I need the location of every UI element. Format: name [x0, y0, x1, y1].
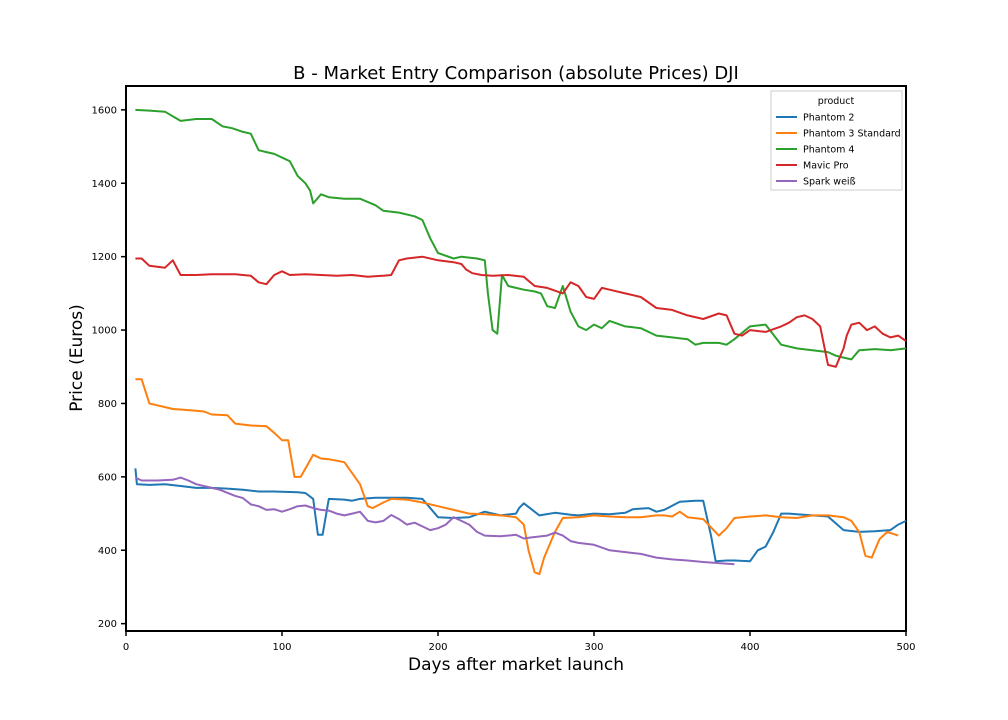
series-line-4 — [134, 476, 735, 566]
legend-item-4: Spark weiß — [776, 177, 856, 188]
x-tick-label-1: 100 — [272, 642, 291, 653]
legend-item-3: Mavic Pro — [776, 161, 849, 172]
legend-label-3: Mavic Pro — [803, 161, 849, 172]
legend-box — [770, 90, 903, 191]
legend-item-0: Phantom 2 — [776, 113, 854, 124]
series-line-2 — [135, 108, 907, 361]
x-tick-label-5: 500 — [896, 642, 915, 653]
legend-label-0: Phantom 2 — [803, 113, 854, 124]
y-tick-label-6: 1400 — [92, 179, 117, 190]
x-tick-label-0: 0 — [123, 642, 129, 653]
y-tick-label-7: 1600 — [92, 105, 117, 116]
chart-title: B - Market Entry Comparison (absolute Pr… — [293, 63, 739, 84]
series-line-3 — [135, 255, 907, 368]
x-tick-label-4: 400 — [740, 642, 759, 653]
y-tick-label-0: 200 — [98, 619, 117, 630]
legend-label-1: Phantom 3 Standard — [803, 129, 901, 140]
legend-label-4: Spark weiß — [803, 177, 856, 188]
x-tick-label-3: 300 — [584, 642, 603, 653]
x-axis-label: Days after market launch — [408, 655, 624, 675]
legend-label-2: Phantom 4 — [803, 145, 854, 156]
y-tick-label-2: 600 — [98, 472, 117, 483]
plot-frame — [125, 85, 907, 632]
y-tick-label-3: 800 — [98, 399, 117, 410]
x-tick-label-2: 200 — [428, 642, 447, 653]
series-line-0 — [134, 468, 907, 563]
y-tick-label-5: 1200 — [92, 252, 117, 263]
legend-item-1: Phantom 3 Standard — [776, 129, 901, 140]
legend-item-2: Phantom 4 — [776, 145, 854, 156]
y-tick-label-1: 400 — [98, 546, 117, 557]
legend-title: product — [818, 96, 855, 107]
series-layer — [134, 108, 907, 576]
y-axis-label: Price (Euros) — [67, 304, 87, 412]
series-line-1 — [135, 378, 899, 576]
y-tick-label-4: 1000 — [92, 326, 117, 337]
legend-items: Phantom 2 Phantom 3 Standard Phantom 4 Mavi… — [776, 113, 901, 188]
ticks-layer: 0 100 200 300 400 500 200 400 600 800 1000 1200 1400… — [92, 105, 916, 653]
